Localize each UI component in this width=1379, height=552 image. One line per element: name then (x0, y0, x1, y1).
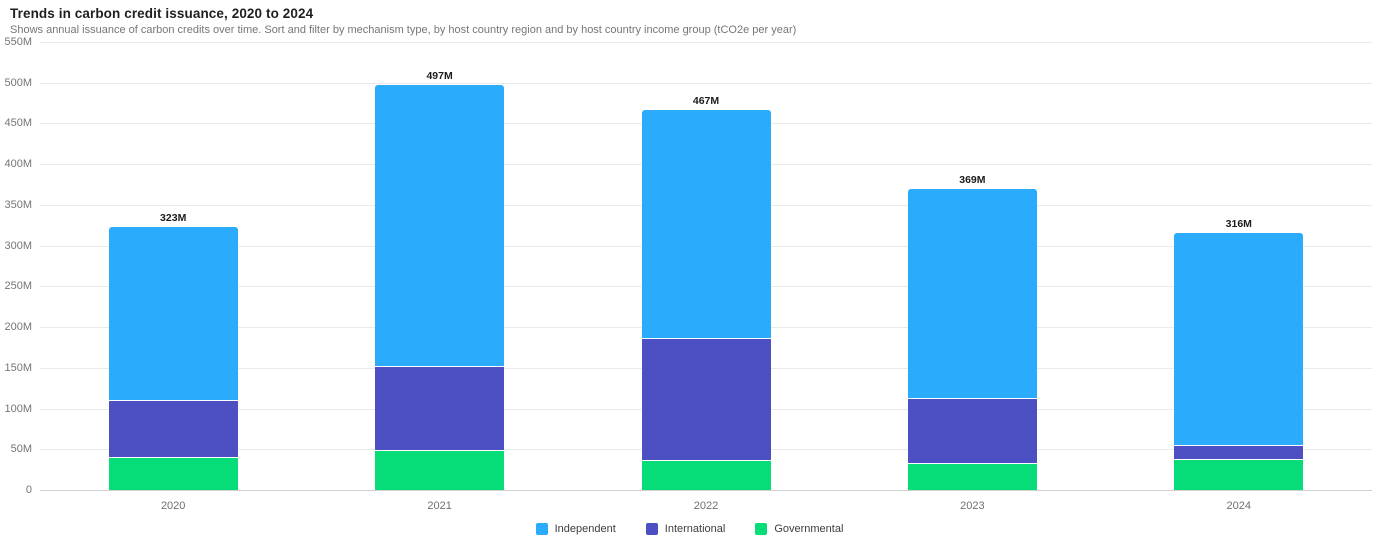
y-axis-tick-label: 0 (25, 484, 32, 496)
bar-segment-governmental-2022[interactable] (641, 459, 771, 490)
bar-segment-international-2021[interactable] (375, 366, 505, 451)
bar-segment-international-2020[interactable] (108, 400, 238, 458)
bar-segment-independent-2023[interactable] (907, 189, 1037, 398)
y-axis-tick-label: 300M (4, 239, 32, 252)
bar-segment-governmental-2024[interactable] (1174, 459, 1304, 490)
y-axis-tick-label: 500M (4, 76, 32, 89)
x-axis-label-2020: 2020 (160, 500, 186, 512)
y-axis-tick-label: 350M (4, 198, 32, 211)
bar-segment-independent-2020[interactable] (108, 226, 238, 401)
y-axis-tick-label: 400M (4, 158, 32, 171)
bar-segment-independent-2021[interactable] (375, 85, 505, 367)
bar-total-label: 467M (692, 94, 720, 107)
bar-segment-independent-2022[interactable] (641, 109, 771, 339)
bar-segment-independent-2024[interactable] (1174, 232, 1304, 446)
y-axis-tick-label: 250M (4, 280, 32, 293)
gridline-500M (40, 82, 1372, 84)
legend: Independent International Governmental (0, 523, 1379, 535)
bar-segment-governmental-2020[interactable] (108, 457, 238, 490)
gridline-550M (40, 42, 1372, 43)
gridline-0 (40, 490, 1372, 491)
x-axis-label-2022: 2022 (693, 500, 719, 512)
legend-label: International (664, 523, 726, 535)
chart-subtitle: Shows annual issuance of carbon credits … (10, 24, 797, 36)
y-axis-tick-label: 450M (4, 117, 32, 130)
y-axis-tick-label: 100M (4, 402, 32, 415)
legend-item-international[interactable]: International (645, 523, 726, 535)
y-axis-tick-label: 50M (10, 443, 32, 456)
x-axis-label-2024: 2024 (1226, 500, 1252, 512)
legend-item-governmental[interactable]: Governmental (755, 523, 843, 535)
x-axis-label-2023: 2023 (960, 500, 985, 512)
bar-segment-governmental-2021[interactable] (375, 450, 505, 490)
bar-segment-international-2024[interactable] (1174, 445, 1304, 460)
legend-label: Independent (554, 523, 616, 535)
chart-title: Trends in carbon credit issuance, 2020 t… (10, 6, 314, 21)
y-axis-tick-label: 150M (4, 361, 32, 374)
legend-label: Governmental (774, 523, 844, 535)
legend-swatch-international (645, 523, 658, 535)
bar-total-label: 316M (1225, 217, 1252, 230)
bar-segment-governmental-2023[interactable] (907, 463, 1037, 490)
bar-segment-international-2023[interactable] (907, 397, 1037, 464)
bar-total-label: 323M (160, 211, 187, 224)
legend-swatch-governmental (755, 523, 768, 535)
y-axis-tick-label: 550M (4, 36, 32, 48)
legend-swatch-independent (535, 523, 548, 535)
bar-segment-international-2022[interactable] (641, 338, 771, 460)
bar-total-label: 497M (426, 70, 453, 83)
x-axis-label-2021: 2021 (427, 500, 452, 512)
bar-total-label: 369M (959, 174, 986, 187)
y-axis-tick-label: 200M (4, 321, 32, 334)
legend-item-independent[interactable]: Independent (535, 523, 616, 535)
